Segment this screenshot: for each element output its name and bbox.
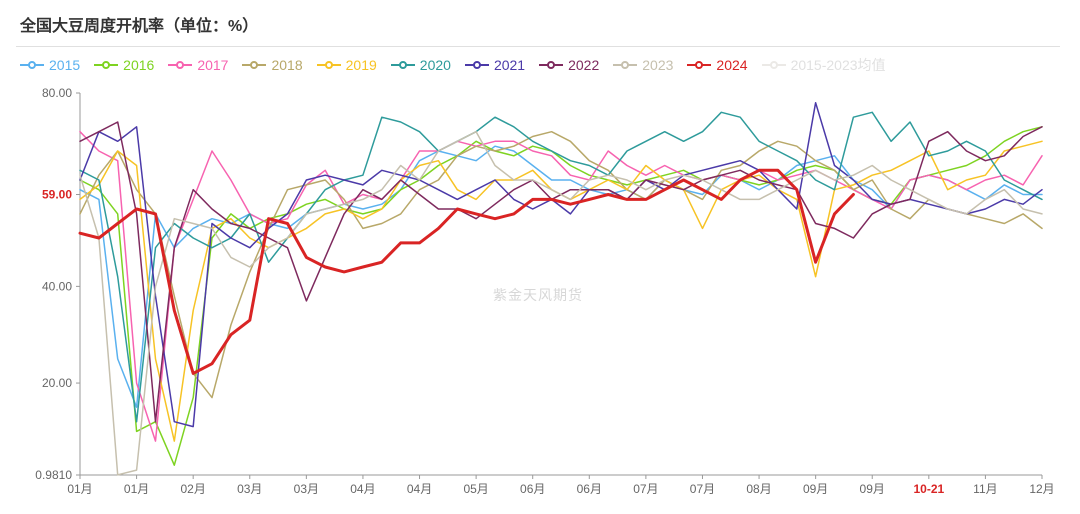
series-line-2021 [80, 103, 1042, 427]
legend-label: 2018 [271, 57, 302, 73]
legend-item-2018[interactable]: 2018 [242, 57, 302, 73]
legend-marker-icon [391, 60, 415, 70]
legend-label: 2023 [642, 57, 673, 73]
svg-text:05月: 05月 [463, 482, 488, 496]
legend-item-2023[interactable]: 2023 [613, 57, 673, 73]
svg-text:20.00: 20.00 [42, 376, 72, 390]
svg-text:06月: 06月 [520, 482, 545, 496]
svg-text:09月: 09月 [803, 482, 828, 496]
legend-marker-icon [242, 60, 266, 70]
svg-text:03月: 03月 [294, 482, 319, 496]
svg-text:01月: 01月 [67, 482, 92, 496]
series-line-2024 [80, 170, 853, 373]
legend-marker-icon [539, 60, 563, 70]
series-line-2018 [80, 132, 1042, 398]
legend-item-2022[interactable]: 2022 [539, 57, 599, 73]
svg-text:04月: 04月 [407, 482, 432, 496]
svg-text:04月: 04月 [350, 482, 375, 496]
svg-text:08月: 08月 [746, 482, 771, 496]
svg-text:80.00: 80.00 [42, 86, 72, 100]
svg-text:09月: 09月 [860, 482, 885, 496]
series-line-2015 [80, 146, 1042, 407]
legend-marker-icon [168, 60, 192, 70]
legend-label: 2022 [568, 57, 599, 73]
svg-text:03月: 03月 [237, 482, 262, 496]
svg-text:02月: 02月 [180, 482, 205, 496]
legend-item-2020[interactable]: 2020 [391, 57, 451, 73]
legend-marker-icon [687, 60, 711, 70]
legend-item-2017[interactable]: 2017 [168, 57, 228, 73]
legend-marker-icon [94, 60, 118, 70]
svg-text:07月: 07月 [633, 482, 658, 496]
svg-text:12月: 12月 [1029, 482, 1054, 496]
svg-text:40.00: 40.00 [42, 279, 72, 293]
series-line-2019 [80, 141, 1042, 441]
series-line-2017 [80, 132, 1042, 441]
svg-text:07月: 07月 [690, 482, 715, 496]
legend-label: 2017 [197, 57, 228, 73]
chart-title: 全国大豆周度开机率（单位：%） [16, 12, 1060, 47]
legend-item-2021[interactable]: 2021 [465, 57, 525, 73]
plot-area: 0.9810 20.00 40.00 59.00 80.00 01月 01月 02月 03月 03… [16, 85, 1060, 505]
legend-label: 2015-2023均值 [791, 55, 886, 75]
legend-marker-icon [317, 60, 341, 70]
legend-item-2024[interactable]: 2024 [687, 57, 747, 73]
legend-item-2019[interactable]: 2019 [317, 57, 377, 73]
legend-item-2016[interactable]: 2016 [94, 57, 154, 73]
legend-marker-icon [465, 60, 489, 70]
svg-text:59.00: 59.00 [42, 188, 72, 202]
svg-text:01月: 01月 [124, 482, 149, 496]
svg-text:10-21: 10-21 [913, 482, 944, 496]
legend-marker-icon [613, 60, 637, 70]
legend-label: 2024 [716, 57, 747, 73]
chart-svg: 0.9810 20.00 40.00 59.00 80.00 01月 01月 02月 03月 03… [16, 85, 1060, 505]
legend-marker-icon [20, 60, 44, 70]
legend-label: 2019 [346, 57, 377, 73]
svg-text:06月: 06月 [577, 482, 602, 496]
legend-item-mean[interactable]: 2015-2023均值 [762, 55, 886, 75]
legend-label: 2020 [420, 57, 451, 73]
chart-container: 全国大豆周度开机率（单位：%） 2015 2016 2017 2018 2019 2020… [0, 0, 1080, 514]
series-line-2023 [80, 132, 1042, 475]
chart-legend: 2015 2016 2017 2018 2019 2020 2021 2022 2023 2024… [16, 47, 1060, 79]
legend-marker-icon [762, 60, 786, 70]
legend-label: 2016 [123, 57, 154, 73]
svg-text:11月: 11月 [973, 482, 997, 496]
legend-label: 2021 [494, 57, 525, 73]
legend-item-2015[interactable]: 2015 [20, 57, 80, 73]
series-line-2016 [80, 127, 1042, 465]
legend-label: 2015 [49, 57, 80, 73]
svg-text:0.9810: 0.9810 [35, 468, 72, 482]
